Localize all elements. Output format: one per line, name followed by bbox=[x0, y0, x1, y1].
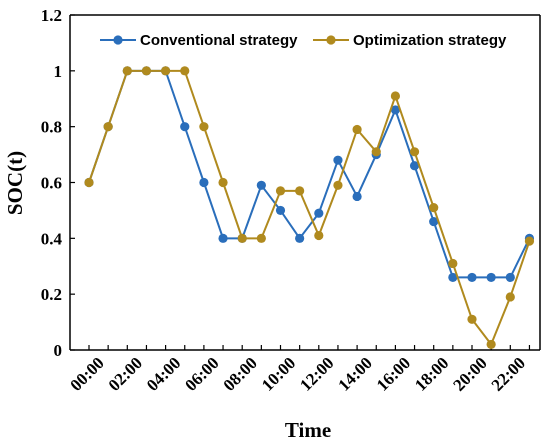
x-tick-label: 06:00 bbox=[181, 353, 222, 394]
legend-marker bbox=[326, 35, 336, 45]
data-point bbox=[180, 66, 190, 76]
legend-label: Optimization strategy bbox=[353, 32, 507, 49]
data-point bbox=[103, 122, 113, 132]
data-point bbox=[314, 230, 324, 241]
data-point bbox=[486, 272, 496, 283]
data-point bbox=[295, 233, 305, 243]
data-point bbox=[448, 258, 458, 269]
x-tick-label: 02:00 bbox=[105, 353, 146, 394]
data-point bbox=[218, 233, 228, 243]
data-point bbox=[275, 186, 286, 196]
data-point bbox=[199, 177, 209, 188]
x-tick-label: 20:00 bbox=[449, 353, 490, 394]
data-point bbox=[180, 122, 190, 132]
x-tick-label: 16:00 bbox=[373, 353, 414, 394]
data-point bbox=[429, 203, 439, 213]
data-point bbox=[352, 124, 362, 135]
data-point bbox=[122, 66, 132, 76]
data-point bbox=[295, 186, 305, 196]
y-tick-label: 1 bbox=[54, 62, 63, 81]
data-point bbox=[486, 339, 496, 350]
series-optimization bbox=[84, 66, 535, 350]
x-tick-label: 08:00 bbox=[220, 353, 261, 394]
x-tick-label: 22:00 bbox=[488, 353, 529, 394]
data-point bbox=[333, 155, 343, 165]
data-point bbox=[199, 122, 209, 132]
x-tick-label: 14:00 bbox=[334, 353, 375, 394]
chart-legend: Conventional strategy Optimization strate… bbox=[100, 32, 507, 49]
x-tick-label: 12:00 bbox=[296, 353, 337, 394]
chart-series bbox=[84, 66, 535, 350]
legend-marker bbox=[113, 35, 123, 45]
x-tick-label: 10:00 bbox=[258, 353, 299, 394]
series-line bbox=[88, 69, 531, 279]
data-point bbox=[314, 208, 324, 218]
y-tick-label: 0.8 bbox=[41, 118, 62, 137]
data-point bbox=[390, 105, 400, 115]
data-point bbox=[371, 147, 381, 157]
data-point bbox=[505, 272, 515, 283]
data-point bbox=[84, 177, 94, 188]
x-tick-label: 18:00 bbox=[411, 353, 452, 394]
data-point bbox=[409, 161, 420, 171]
series-conventional bbox=[84, 66, 535, 283]
legend-label: Conventional strategy bbox=[140, 32, 298, 49]
data-point bbox=[141, 66, 152, 76]
data-point bbox=[524, 236, 535, 246]
x-tick-label: 00:00 bbox=[66, 353, 107, 394]
y-tick-label: 0 bbox=[54, 341, 63, 360]
x-axis-label: Time bbox=[285, 418, 331, 442]
data-point bbox=[333, 180, 343, 190]
data-point bbox=[448, 272, 458, 283]
data-point bbox=[352, 191, 362, 202]
y-tick-label: 0.6 bbox=[41, 174, 62, 193]
data-point bbox=[218, 177, 228, 188]
data-point bbox=[275, 205, 286, 216]
data-point bbox=[467, 272, 477, 283]
y-tick-label: 0.4 bbox=[41, 229, 63, 248]
y-tick-label: 1.2 bbox=[41, 6, 62, 25]
x-tick-label: 04:00 bbox=[143, 353, 184, 394]
data-point bbox=[256, 233, 266, 243]
y-tick-label: 0.2 bbox=[41, 285, 62, 304]
chart-axes: 0 0.2 0.4 0.6 0.8 1 1.2 00:0002:0004:0006:0008:… bbox=[41, 6, 541, 395]
data-point bbox=[256, 180, 266, 190]
data-point bbox=[161, 66, 171, 76]
data-point bbox=[409, 147, 420, 157]
data-point bbox=[429, 216, 439, 227]
data-point bbox=[237, 233, 247, 243]
data-point bbox=[390, 91, 400, 101]
series-line bbox=[88, 69, 531, 347]
data-point bbox=[505, 292, 515, 302]
data-point bbox=[467, 314, 477, 324]
y-axis-label: SOC(t) bbox=[3, 151, 27, 215]
